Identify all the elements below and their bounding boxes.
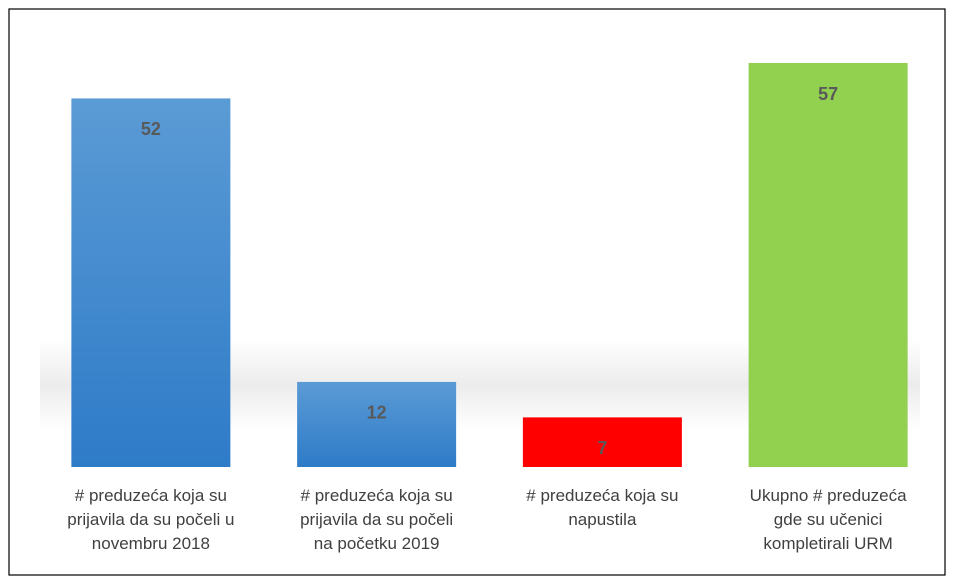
value-label: 7 (597, 438, 607, 458)
x-tick-label: # preduzeća koja su napustila (526, 486, 679, 529)
x-tick-label: Ukupno # preduzeća gde su učenici komple… (749, 486, 907, 553)
bar (71, 98, 231, 467)
x-tick-label: # preduzeća koja su prijavila da su poče… (67, 486, 235, 553)
bar (297, 381, 457, 467)
bar (522, 417, 682, 467)
value-label: 12 (367, 403, 387, 423)
value-label: 52 (141, 119, 161, 139)
value-label: 57 (818, 84, 838, 104)
bar (748, 63, 908, 467)
x-tick-label: # preduzeća koja su prijavila da su poče… (300, 486, 454, 553)
